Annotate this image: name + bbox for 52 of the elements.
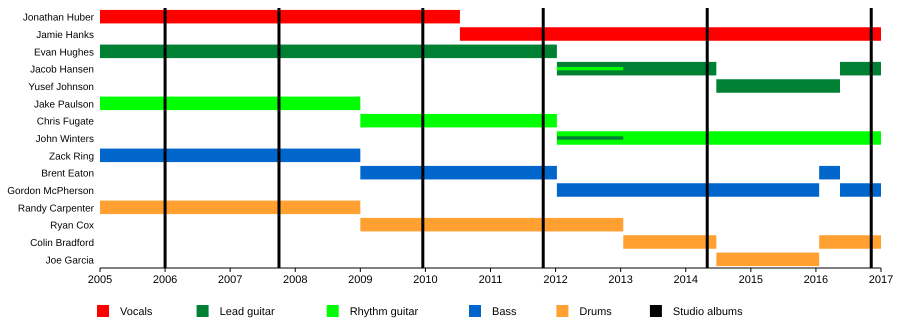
x-tick-label: 2016 <box>804 274 828 286</box>
x-tick-label: 2006 <box>152 274 178 286</box>
x-tick-label: 2015 <box>738 274 764 286</box>
bar <box>716 252 820 266</box>
y-tick-label: John Winters <box>36 134 94 145</box>
y-tick-label: Ryan Cox <box>50 220 94 232</box>
x-tick-label: 2009 <box>348 274 373 286</box>
x-tick-label: 2007 <box>218 274 242 286</box>
bar <box>716 79 840 93</box>
y-tick-label: Zack Ring <box>48 151 94 162</box>
legend-label: Vocals <box>120 306 153 318</box>
x-tick-label: 2011 <box>478 274 502 286</box>
y-tick-label: Joe Garcia <box>46 255 94 266</box>
bar <box>100 10 460 24</box>
y-tick-label: Chris Fugate <box>36 116 94 128</box>
y-tick-label: Evan Hughes <box>34 47 94 58</box>
y-tick-label: Randy Carpenter <box>18 203 95 214</box>
y-tick-label: Colin Bradford <box>30 238 94 249</box>
bar <box>819 235 881 249</box>
legend-label: Bass <box>492 306 517 318</box>
bar <box>556 66 624 70</box>
y-tick-label: Jamie Hanks <box>36 30 94 41</box>
y-tick-label: Jonathan Huber <box>22 12 95 24</box>
bar <box>840 183 881 197</box>
bar <box>100 148 360 162</box>
x-tick-label: 2012 <box>543 274 568 286</box>
y-tick-label: Gordon McPherson <box>7 186 94 197</box>
bar <box>556 183 820 197</box>
x-tick-label: 2010 <box>413 274 438 286</box>
bar <box>100 200 360 214</box>
x-tick-label: 2013 <box>608 274 633 286</box>
x-tick-label: 2008 <box>283 274 308 286</box>
legend-label: Studio albums <box>672 306 744 318</box>
bar <box>100 44 557 58</box>
x-tick-label: 2014 <box>674 274 698 286</box>
x-tick-label: 2005 <box>88 274 112 286</box>
legend-label: Rhythm guitar <box>350 306 419 318</box>
y-tick-label: Brent Eaton <box>41 168 94 180</box>
legend-label: Lead guitar <box>220 306 275 318</box>
bar <box>556 131 881 145</box>
bar <box>360 166 557 180</box>
y-tick-label: Jake Paulson <box>34 99 94 110</box>
bar <box>360 218 624 232</box>
bar <box>360 114 557 128</box>
y-tick-label: Yusef Johnson <box>28 82 94 93</box>
y-tick-label: Jacob Hansen <box>30 64 94 76</box>
bar <box>819 166 840 180</box>
bar <box>623 235 716 249</box>
legend-label: Drums <box>579 306 612 318</box>
bar <box>100 96 360 110</box>
x-tick-label: 2017 <box>868 274 894 286</box>
bar <box>460 27 881 41</box>
